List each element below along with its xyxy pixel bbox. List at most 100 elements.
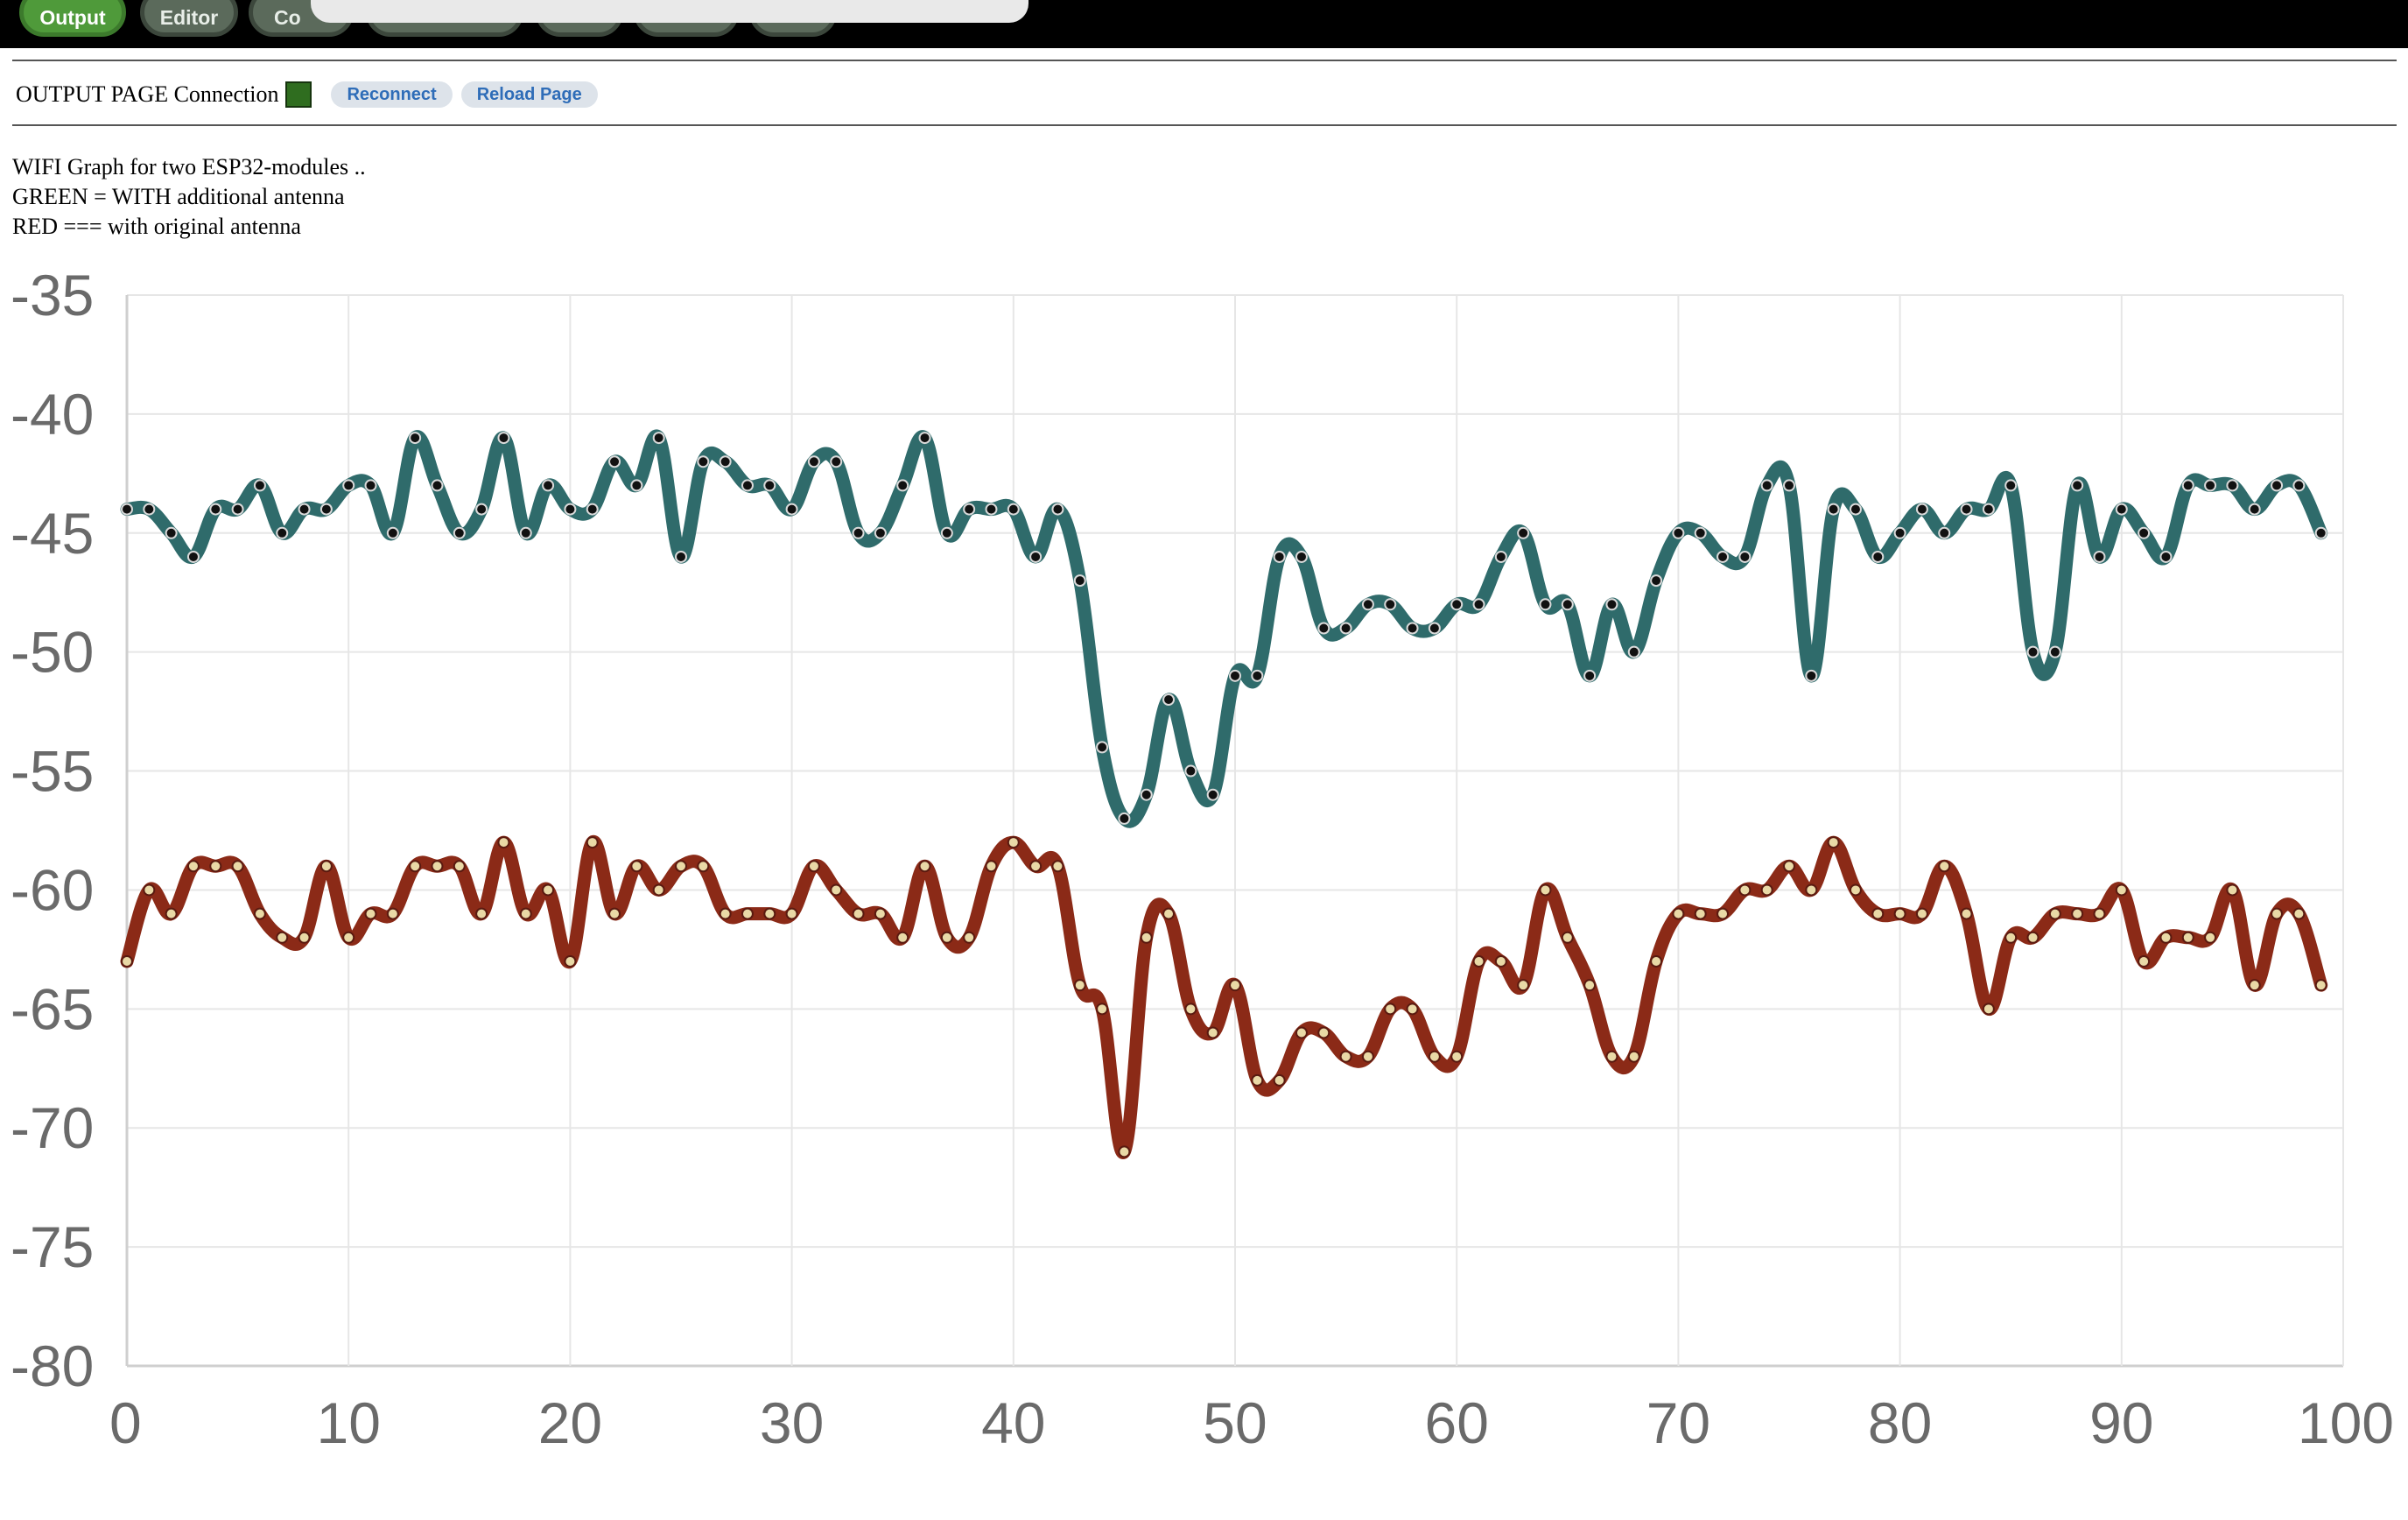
red-original-series-point: [1738, 883, 1752, 897]
y-tick-label: -55: [11, 739, 94, 804]
red-original-series-point: [1915, 907, 1928, 920]
red-original-series-point: [1893, 907, 1906, 920]
red-original-series-point: [2226, 883, 2239, 897]
red-original-series-point: [963, 931, 976, 944]
green-antenna-series-point: [985, 503, 998, 516]
x-tick-label: 10: [316, 1390, 380, 1455]
divider-top: [12, 60, 2397, 61]
green-antenna-series-point: [1007, 503, 1020, 516]
red-original-series-point: [276, 931, 289, 944]
red-original-series-point: [342, 931, 355, 944]
red-original-series-point: [896, 931, 909, 944]
x-axis: 0 10 20 30 40 50 60 70 80 90 100: [109, 1390, 2394, 1455]
green-antenna-series-point: [1650, 574, 1663, 588]
red-original-series-point: [697, 860, 710, 873]
red-original-series-point: [2093, 907, 2106, 920]
reconnect-button[interactable]: Reconnect: [331, 81, 453, 108]
green-antenna-series-point: [1029, 550, 1043, 563]
red-original-series-point: [1982, 1003, 1995, 1016]
x-tick-label: 20: [538, 1390, 602, 1455]
green-antenna-series-point: [608, 455, 621, 468]
green-antenna-series-point: [697, 455, 710, 468]
red-original-series-point: [1938, 860, 1951, 873]
green-antenna-series-point: [2138, 526, 2151, 539]
green-antenna-series-point: [409, 432, 422, 445]
y-tick-label: -65: [11, 976, 94, 1041]
y-tick-label: -80: [11, 1334, 94, 1398]
red-original-series-point: [675, 860, 687, 873]
green-antenna-series-point: [519, 526, 532, 539]
green-antenna-series-point: [1893, 526, 1906, 539]
red-original-series-point: [2248, 979, 2261, 992]
red-original-series-point: [608, 907, 621, 920]
red-original-series-point: [1960, 907, 1973, 920]
red-original-series-point: [564, 954, 577, 968]
y-tick-label: -75: [11, 1214, 94, 1279]
tab-editor[interactable]: Editor: [140, 0, 238, 37]
reload-page-button[interactable]: Reload Page: [460, 81, 598, 108]
green-antenna-series-point: [2226, 479, 2239, 492]
red-original-series-point: [165, 907, 178, 920]
green-antenna-series-point: [1339, 622, 1352, 635]
green-antenna-series-point: [1960, 503, 1973, 516]
red-original-series-point: [2004, 931, 2018, 944]
green-antenna-series-point: [1915, 503, 1928, 516]
green-antenna-series-point: [1938, 526, 1951, 539]
green-antenna-series-point: [1273, 550, 1286, 563]
green-antenna-series-point: [453, 526, 466, 539]
chart-grid: [125, 294, 2344, 1368]
y-tick-label: -45: [11, 501, 94, 566]
red-original-series-point: [2314, 979, 2327, 992]
green-antenna-series-point: [2181, 479, 2194, 492]
green-antenna-series-point: [1605, 598, 1618, 611]
connection-status-indicator: [285, 81, 312, 108]
green-antenna-series-point: [2004, 479, 2018, 492]
red-original-series-point: [852, 907, 865, 920]
green-antenna-series-point: [1229, 669, 1241, 682]
green-antenna-series-point: [342, 479, 355, 492]
green-antenna-series-point: [2248, 503, 2261, 516]
green-antenna-series-point: [918, 432, 931, 445]
green-antenna-series-point: [1206, 788, 1219, 801]
red-original-series-point: [1517, 979, 1530, 992]
green-antenna-series-point: [1716, 550, 1730, 563]
red-original-series-point: [785, 907, 798, 920]
green-antenna-series-point: [364, 479, 377, 492]
green-antenna-series-point: [1295, 550, 1308, 563]
red-original-series-point: [1694, 907, 1707, 920]
red-original-series-point: [1096, 1003, 1109, 1016]
green-antenna-series-point: [1428, 622, 1441, 635]
green-antenna-series-point: [1140, 788, 1153, 801]
green-antenna-series-point: [807, 455, 820, 468]
red-original-series-point: [874, 907, 887, 920]
green-antenna-series-point: [741, 479, 754, 492]
green-antenna-series-point: [1694, 526, 1707, 539]
description-line-1: WIFI Graph for two ESP32-modules ..: [12, 154, 366, 179]
green-antenna-series-point: [1760, 479, 1773, 492]
red-original-series-point: [1871, 907, 1885, 920]
x-tick-label: 0: [109, 1390, 142, 1455]
green-antenna-series-point: [1317, 622, 1330, 635]
red-original-series-point: [2071, 907, 2084, 920]
red-original-series-point: [1251, 1073, 1264, 1087]
red-original-series-point: [1760, 883, 1773, 897]
green-antenna-series-point: [1672, 526, 1685, 539]
divider-bottom: [12, 124, 2397, 126]
y-tick-label: -35: [11, 263, 94, 327]
tab-output[interactable]: Output: [19, 0, 126, 37]
red-original-series-point: [1716, 907, 1730, 920]
red-original-series-point: [2026, 931, 2039, 944]
red-original-series-point: [1361, 1050, 1374, 1063]
green-antenna-series-point: [1384, 598, 1397, 611]
green-antenna-series-point: [2071, 479, 2084, 492]
red-original-series-point: [186, 860, 200, 873]
red-original-series-point: [409, 860, 422, 873]
red-original-series-point: [542, 883, 555, 897]
green-antenna-series-point: [386, 526, 399, 539]
red-original-series-point: [1583, 979, 1597, 992]
green-antenna-series-point: [1096, 741, 1109, 754]
red-original-series-point: [918, 860, 931, 873]
green-antenna-series-point: [1805, 669, 1818, 682]
green-antenna-series-point: [1517, 526, 1530, 539]
green-antenna-series-point: [2093, 550, 2106, 563]
